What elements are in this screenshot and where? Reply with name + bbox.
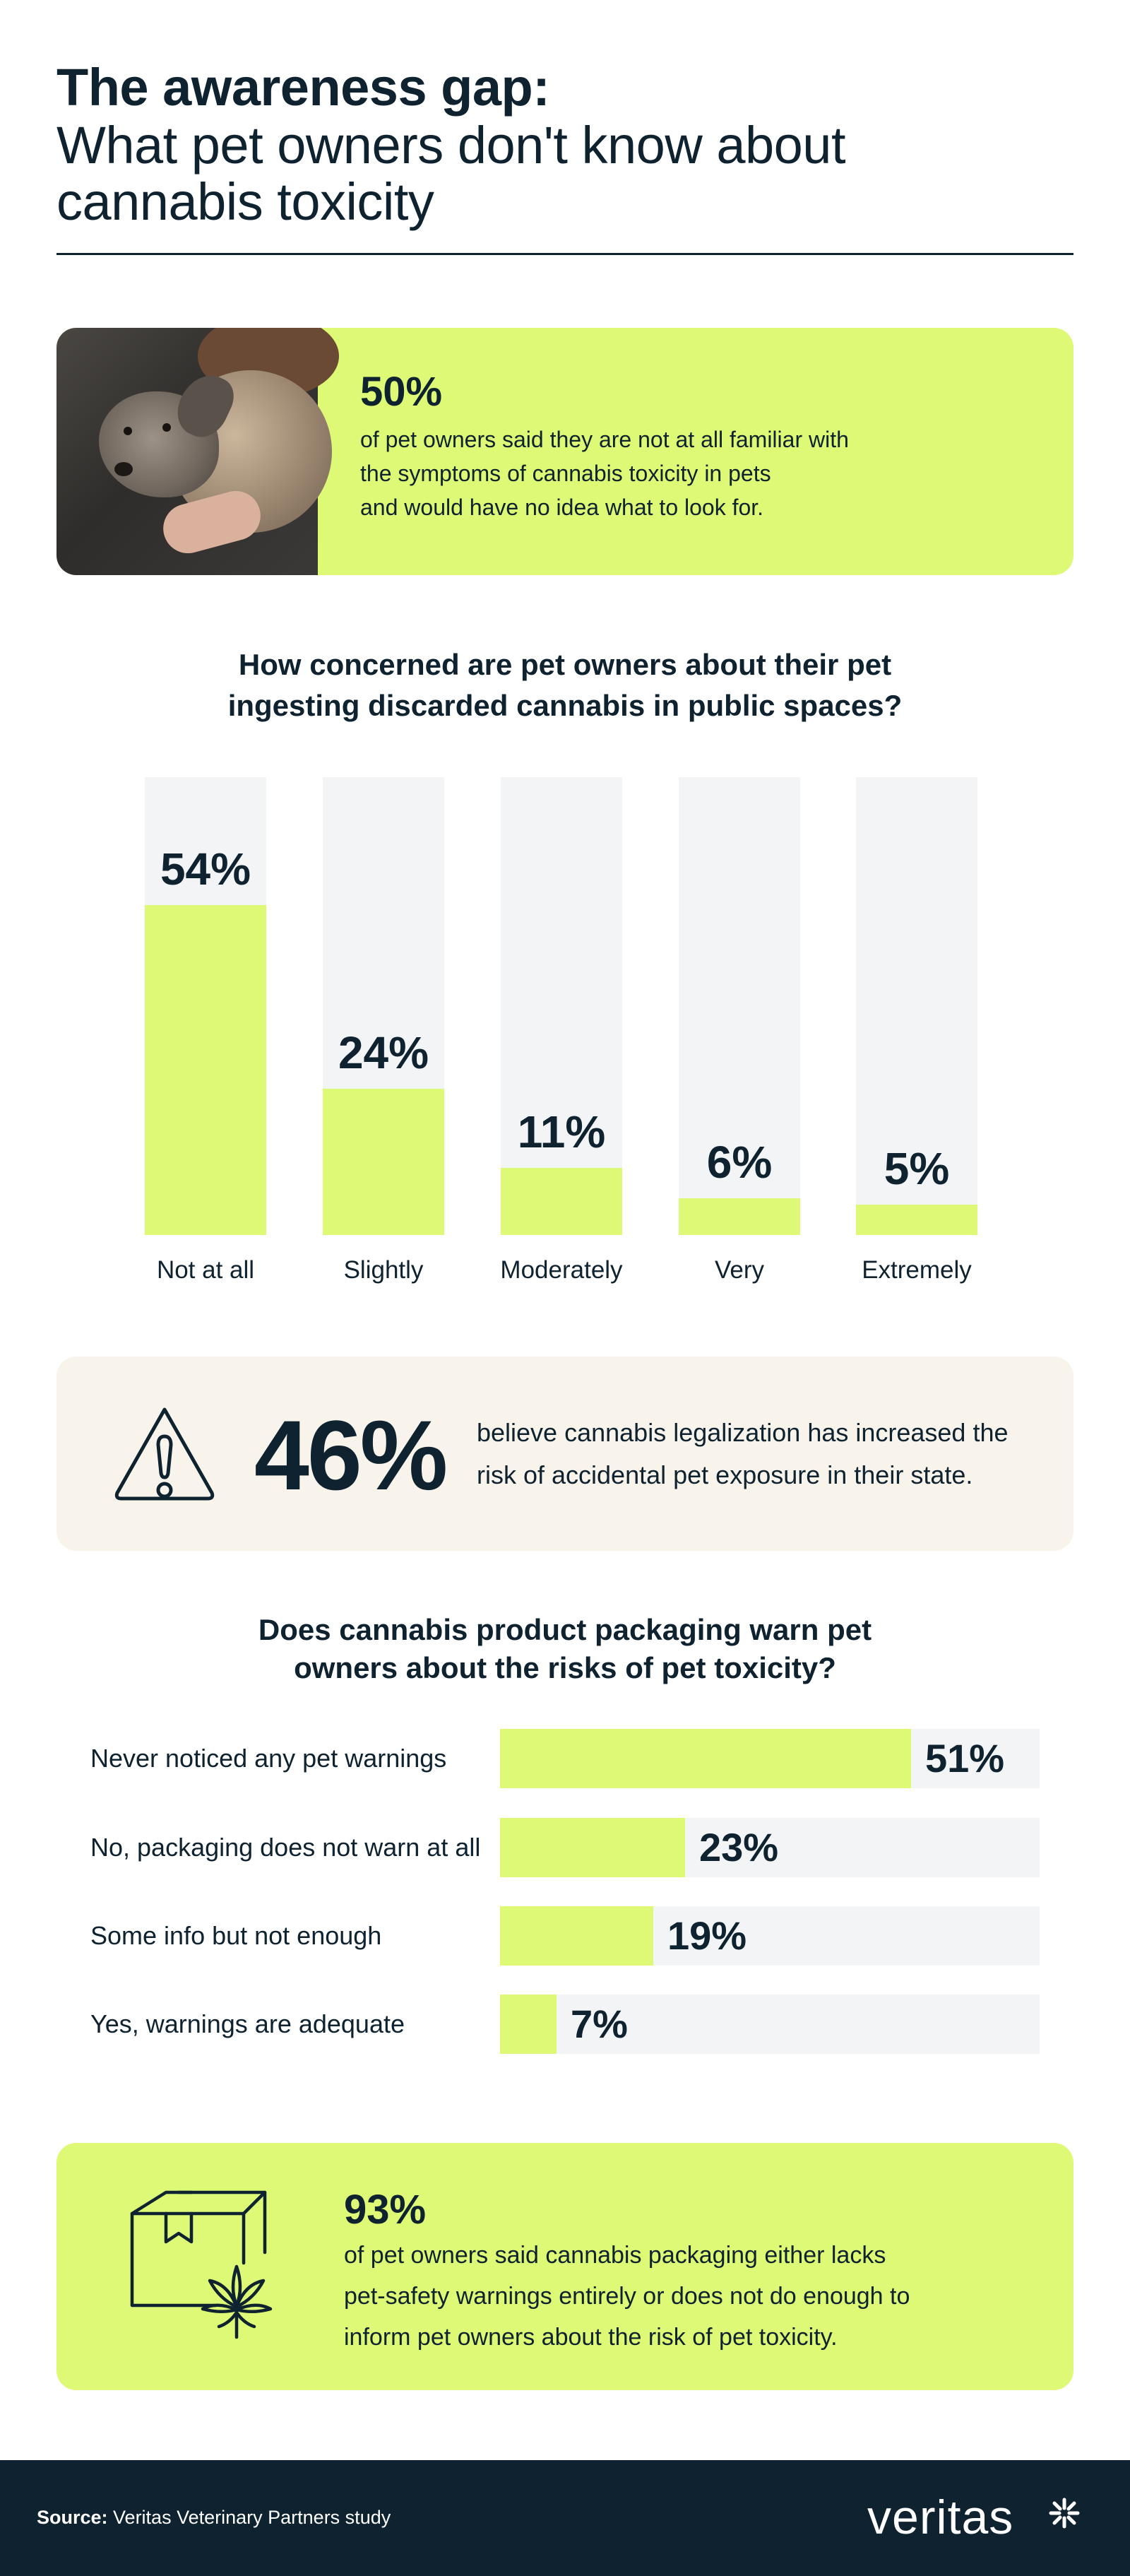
- stat-description: of pet owners said cannabis packaging ei…: [344, 2235, 1036, 2358]
- concern-bar-value-label: 11%: [517, 1106, 606, 1157]
- title-line-3: cannabis toxicity: [56, 172, 434, 231]
- packaging-bar-row: Some info but not enough 19%: [0, 1906, 1130, 1966]
- concern-bar-track: [501, 777, 622, 1235]
- stat-description: of pet owners said they are not at all f…: [360, 423, 996, 524]
- logo-star-icon: [1049, 2498, 1080, 2529]
- packaging-bar-value-label: 7%: [571, 2002, 628, 2046]
- dog-photo: [56, 328, 339, 575]
- packaging-bar-row: Yes, warnings are adequate 7%: [0, 1995, 1130, 2054]
- stat-card-legalization: 46% believe cannabis legalization has in…: [56, 1357, 1074, 1551]
- packaging-bar-value-label: 23%: [699, 1825, 779, 1869]
- packaging-bar-track: 51%: [500, 1729, 1040, 1788]
- packaging-bar-track: 19%: [500, 1906, 1040, 1966]
- stat-desc-line: of pet owners said cannabis packaging ei…: [344, 2242, 886, 2269]
- packaging-bar-value-label: 19%: [667, 1913, 747, 1958]
- stat-value: 50%: [360, 369, 443, 415]
- concern-chart-title: How concerned are pet owners about their…: [141, 644, 989, 726]
- packaging-bar-row: Never noticed any pet warnings 51%: [0, 1729, 1130, 1788]
- concern-bar: [501, 1168, 622, 1235]
- cannabis-package-icon: [130, 2190, 273, 2339]
- stat-value: 93%: [344, 2187, 427, 2233]
- page-title: The awareness gap: What pet owners don't…: [56, 58, 1074, 230]
- concern-category-label: Slightly: [343, 1256, 424, 1284]
- stat-value: 46%: [254, 1400, 448, 1511]
- concern-bar-value-label: 5%: [884, 1143, 950, 1194]
- packaging-bar: [500, 1729, 911, 1788]
- stat-description: believe cannabis legalization has increa…: [477, 1412, 1042, 1496]
- packaging-bar-row: No, packaging does not warn at all 23%: [0, 1818, 1130, 1877]
- source-label: Source:: [37, 2507, 108, 2528]
- concern-category-label: Moderately: [500, 1256, 623, 1284]
- title-bold-line: The awareness gap:: [56, 58, 550, 117]
- title-line-2: What pet owners don't know about: [56, 116, 846, 175]
- question-line: How concerned are pet owners about their…: [238, 648, 892, 681]
- stat-desc-line: pet-safety warnings entirely or does not…: [344, 2283, 910, 2310]
- concern-category-label: Not at all: [156, 1256, 255, 1284]
- packaging-category-label: No, packaging does not warn at all: [90, 1833, 481, 1862]
- warning-icon: [114, 1407, 215, 1501]
- stat-desc-line: risk of accidental pet exposure in their…: [477, 1460, 973, 1489]
- concern-bar-track: [856, 777, 977, 1235]
- footer: Source: Veritas Veterinary Partners stud…: [0, 2460, 1130, 2576]
- stat-card-packaging: 93% of pet owners said cannabis packagin…: [56, 2143, 1074, 2390]
- stat-desc-line: of pet owners said they are not at all f…: [360, 427, 849, 452]
- stat-desc-line: the symptoms of cannabis toxicity in pet…: [360, 461, 771, 486]
- veritas-logo[interactable]: veritas: [867, 2491, 1014, 2544]
- packaging-bar-value-label: 51%: [925, 1736, 1005, 1780]
- concern-bar-track: [145, 777, 266, 1235]
- concern-bar-value-label: 24%: [338, 1027, 429, 1078]
- concern-bar-track: [323, 777, 444, 1235]
- title-divider: [56, 253, 1074, 255]
- dog-eye-shape: [162, 423, 171, 432]
- packaging-category-label: Yes, warnings are adequate: [90, 2009, 405, 2038]
- concern-bar: [145, 905, 266, 1235]
- source-text: Veritas Veterinary Partners study: [107, 2507, 391, 2528]
- concern-bar-value-label: 6%: [706, 1137, 773, 1188]
- question-line: Does cannabis product packaging warn pet: [258, 1613, 872, 1646]
- concern-bar: [323, 1089, 444, 1235]
- packaging-bar: [500, 1995, 557, 2054]
- packaging-category-label: Never noticed any pet warnings: [90, 1744, 447, 1773]
- concern-bar: [856, 1205, 977, 1235]
- packaging-bar-track: 7%: [500, 1995, 1040, 2054]
- concern-bar: [679, 1198, 800, 1235]
- stat-desc-line: inform pet owners about the risk of pet …: [344, 2324, 838, 2351]
- stat-card-familiarity: 50% of pet owners said they are not at a…: [56, 328, 1074, 575]
- packaging-bar-track: 23%: [500, 1818, 1040, 1877]
- concern-category-label: Extremely: [862, 1256, 972, 1284]
- stat-desc-line: believe cannabis legalization has increa…: [477, 1418, 1009, 1447]
- question-line: owners about the risks of pet toxicity?: [294, 1651, 836, 1684]
- stat-desc-line: and would have no idea what to look for.: [360, 495, 764, 520]
- question-line: ingesting discarded cannabis in public s…: [227, 689, 903, 722]
- source-note: Source: Veritas Veterinary Partners stud…: [37, 2507, 391, 2529]
- dog-nose-shape: [114, 462, 133, 476]
- packaging-bar: [500, 1818, 685, 1877]
- stat-card-text: 50% of pet owners said they are not at a…: [360, 367, 996, 524]
- dog-eye-shape: [124, 427, 132, 435]
- concern-bar-track: [679, 777, 800, 1235]
- packaging-bar: [500, 1906, 653, 1966]
- stat-card-text: 93% of pet owners said cannabis packagin…: [344, 2185, 1036, 2358]
- packaging-chart-title: Does cannabis product packaging warn pet…: [141, 1611, 989, 1687]
- concern-bar-value-label: 54%: [160, 844, 251, 894]
- packaging-category-label: Some info but not enough: [90, 1921, 382, 1950]
- concern-category-label: Very: [714, 1256, 765, 1284]
